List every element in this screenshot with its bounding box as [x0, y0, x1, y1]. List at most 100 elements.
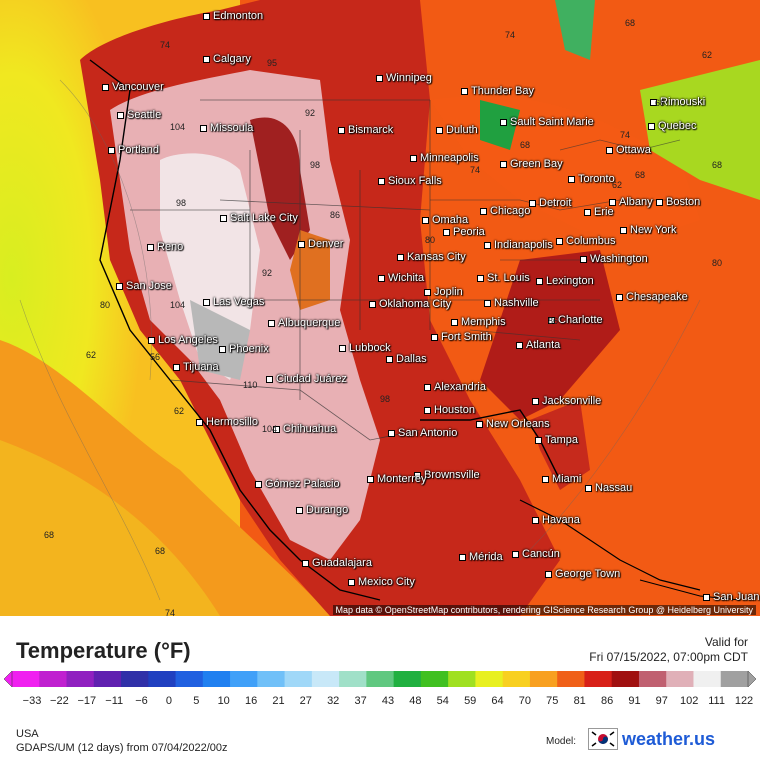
- city-marker-icon: [548, 316, 555, 324]
- city-label: Los Angeles: [148, 334, 218, 346]
- city-marker-icon: [620, 226, 627, 234]
- city-marker-icon: [348, 578, 355, 586]
- city-name: San Jose: [126, 280, 172, 292]
- city-marker-icon: [424, 288, 431, 296]
- city-name: Dallas: [396, 353, 427, 365]
- color-scale-tick-label: 16: [244, 695, 258, 707]
- city-marker-icon: [147, 243, 154, 251]
- color-scale-tick-label: 86: [600, 695, 614, 707]
- city-name: Miami: [552, 473, 582, 485]
- weather-us-logo[interactable]: weather.us: [622, 729, 716, 749]
- temperature-map[interactable]: Edmonton Calgary Vancouver Seattle Missoula P…: [0, 0, 760, 616]
- city-label: Monterrey: [367, 473, 427, 485]
- city-label: Reno: [147, 241, 183, 253]
- city-marker-icon: [556, 237, 563, 245]
- color-scale-tick-label: −6: [135, 695, 148, 707]
- city-marker-icon: [656, 198, 663, 206]
- city-name: Thunder Bay: [471, 85, 534, 97]
- city-name: Chihuahua: [283, 423, 337, 435]
- color-scale-cell: [420, 671, 449, 687]
- color-scale-tick-label: 43: [381, 695, 395, 707]
- temperature-value: 68: [155, 546, 166, 556]
- city-name: Nashville: [494, 297, 539, 309]
- city-marker-icon: [173, 363, 180, 371]
- city-marker-icon: [609, 198, 616, 206]
- city-label: Chesapeake: [616, 291, 688, 303]
- color-scale-tick-label: 48: [409, 695, 422, 707]
- city-name: Havana: [542, 514, 580, 526]
- color-scale-cell: [448, 671, 476, 687]
- city-name: Missoula: [210, 122, 254, 134]
- color-scale-tick-label: 37: [354, 695, 367, 707]
- city-marker-icon: [397, 253, 404, 261]
- city-name: Seattle: [127, 109, 162, 121]
- city-label: Kansas City: [397, 251, 466, 263]
- city-label: Fort Smith: [431, 331, 492, 343]
- city-name: Detroit: [539, 197, 572, 209]
- city-name: Vancouver: [112, 81, 164, 93]
- city-label: Havana: [532, 514, 580, 526]
- temperature-value: 92: [262, 268, 273, 278]
- valid-time: Fri 07/15/2022, 07:00pm CDT: [589, 650, 748, 664]
- city-name: Guadalajara: [312, 557, 372, 569]
- color-scale-tick-label: 27: [299, 695, 312, 707]
- map-attribution[interactable]: Map data © OpenStreetMap contributors, r…: [332, 605, 756, 615]
- temperature-value: 80: [425, 235, 436, 245]
- city-label: Bismarck: [338, 124, 393, 136]
- color-scale-tick-label: 122: [734, 695, 754, 707]
- city-name: George Town: [555, 568, 621, 580]
- city-marker-icon: [422, 216, 429, 224]
- city-marker-icon: [424, 406, 431, 414]
- city-marker-icon: [117, 111, 124, 119]
- city-label: Erie: [584, 206, 614, 218]
- color-scale-cell: [475, 671, 504, 687]
- temperature-value: 62: [86, 350, 97, 360]
- color-scale-tick-label: 70: [518, 695, 532, 707]
- city-label: San Jose: [116, 280, 172, 292]
- city-marker-icon: [220, 214, 227, 222]
- color-scale-cell: [502, 671, 531, 687]
- city-marker-icon: [203, 55, 210, 63]
- color-scale-ticks: −33 −22 −17 −11 −6 0 5 10 16 21 27 32 37 43 48 54 59 64 70…: [4, 695, 756, 709]
- color-scale-tick-label: 0: [165, 695, 172, 707]
- city-marker-icon: [116, 282, 123, 290]
- city-name: Durango: [306, 504, 349, 516]
- temperature-value: 80: [100, 300, 111, 310]
- city-label: Guadalajara: [302, 557, 372, 569]
- city-label: Phoenix: [219, 343, 269, 355]
- legend-title: Temperature (°F): [16, 638, 191, 663]
- city-label: Quebec: [648, 120, 697, 132]
- city-label: Salt Lake City: [220, 212, 298, 224]
- city-name: Atlanta: [526, 339, 561, 351]
- temperature-value: 68: [635, 170, 646, 180]
- color-scale-tick-label: 111: [708, 695, 725, 707]
- color-scale-tick-label: −17: [77, 695, 97, 707]
- city-name: Tijuana: [183, 361, 219, 373]
- city-label: Toronto: [568, 173, 615, 185]
- city-marker-icon: [459, 553, 466, 561]
- city-name: Quebec: [658, 120, 697, 132]
- city-label: New York: [620, 224, 676, 236]
- temperature-value: 98: [310, 160, 321, 170]
- city-marker-icon: [606, 146, 613, 154]
- city-name: Washington: [590, 253, 648, 265]
- city-name: Portland: [118, 144, 159, 156]
- scale-right-arrow-icon: [747, 671, 756, 687]
- temperature-value: 80: [712, 258, 723, 268]
- color-scale-cell: [202, 671, 231, 687]
- city-label: Wichita: [378, 272, 424, 284]
- color-scale-tick-label: −22: [50, 695, 69, 707]
- city-marker-icon: [268, 319, 275, 327]
- temperature-value: 74: [505, 30, 516, 40]
- temperature-value: 62: [702, 50, 713, 60]
- city-marker-icon: [648, 122, 655, 130]
- temperature-value: 68: [712, 160, 723, 170]
- color-scale-cell: [339, 671, 367, 687]
- city-name: Brownsville: [424, 469, 480, 481]
- city-label: Atlanta: [516, 339, 560, 351]
- color-scale-cell: [93, 671, 122, 687]
- city-marker-icon: [255, 480, 262, 488]
- temperature-value: 74: [470, 165, 481, 175]
- city-label: Chihuahua: [273, 423, 336, 435]
- city-name: Lexington: [546, 275, 594, 287]
